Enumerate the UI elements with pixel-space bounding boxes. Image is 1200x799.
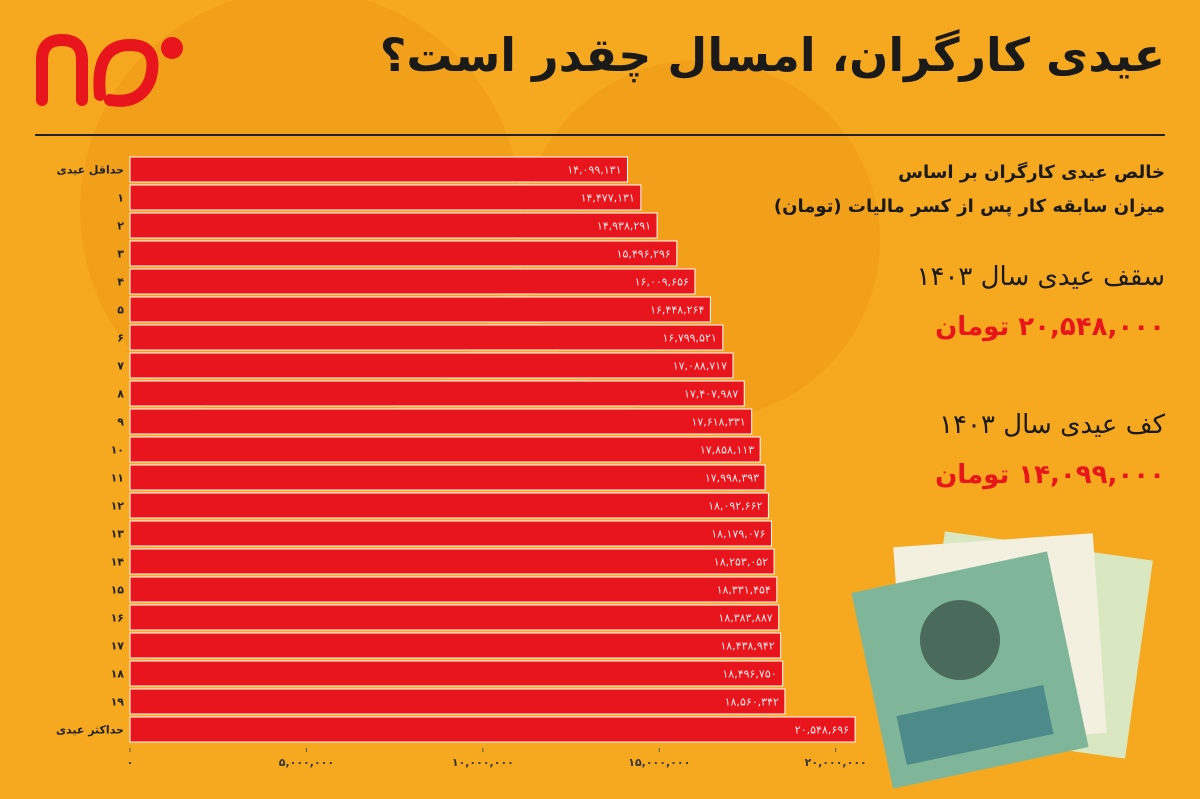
y-tick-label: ۱۶	[111, 612, 124, 625]
bar	[129, 464, 766, 491]
y-tick-label: ۴	[117, 276, 124, 289]
y-tick-label: ۱۹	[111, 696, 125, 709]
x-tick-label: ۱۰,۰۰۰,۰۰۰	[452, 756, 514, 769]
value-label: ۱۸,۲۵۳,۰۵۲	[714, 556, 768, 569]
value-label: ۱۷,۴۰۷,۹۸۷	[684, 388, 738, 401]
y-tick-label: ۱۵	[111, 584, 125, 597]
y-tick-label: ۱۸	[111, 668, 125, 681]
logo	[36, 33, 183, 107]
value-label: ۱۴,۴۷۷,۱۳۱	[581, 192, 635, 205]
x-tick-label: ۲۰,۰۰۰,۰۰۰	[805, 756, 867, 769]
y-tick-label: ۱۱	[111, 472, 124, 485]
value-label: ۱۸,۳۸۳,۸۸۷	[718, 612, 772, 625]
bar	[129, 212, 658, 239]
x-tick-label: ۵,۰۰۰,۰۰۰	[279, 756, 334, 769]
x-tick-label: ۰	[127, 756, 134, 769]
subtitle: میزان سابقه کار پس از کسر مالیات (تومان)	[773, 196, 1165, 217]
bar	[129, 576, 778, 603]
annotation-label: سقف عیدی سال ۱۴۰۳	[916, 262, 1165, 292]
y-tick-label: ۳	[117, 248, 124, 261]
x-tick-label: ۱۵,۰۰۰,۰۰۰	[628, 756, 690, 769]
bar	[129, 268, 696, 295]
annotation-amount: ۱۴,۰۹۹,۰۰۰ تومان	[935, 460, 1165, 490]
bar	[129, 632, 782, 659]
value-label: ۱۴,۰۹۹,۱۳۱	[567, 164, 621, 177]
value-label: ۱۵,۴۹۶,۲۹۶	[617, 248, 671, 261]
value-label: ۱۷,۰۸۸,۷۱۷	[673, 360, 727, 373]
chart-title: عیدی کارگران، امسال چقدر است؟	[379, 28, 1165, 82]
y-tick-label: ۱	[117, 192, 124, 205]
bar	[129, 520, 772, 547]
y-tick-label: حداقل عیدی	[57, 164, 124, 177]
y-tick-label: حداکثر عیدی	[56, 724, 124, 737]
y-tick-label: ۱۲	[111, 500, 125, 513]
value-label: ۱۸,۵۶۰,۳۴۲	[725, 696, 779, 709]
subtitle: خالص عیدی کارگران بر اساس	[898, 162, 1165, 183]
value-label: ۱۸,۳۳۱,۴۵۴	[717, 584, 771, 597]
value-label: ۱۸,۱۷۹,۰۷۶	[711, 528, 765, 541]
y-tick-label: ۹	[117, 416, 124, 429]
value-label: ۱۸,۰۹۲,۶۶۲	[708, 500, 762, 513]
value-label: ۲۰,۵۴۸,۶۹۶	[795, 724, 849, 737]
y-tick-label: ۱۰	[111, 444, 124, 457]
y-tick-label: ۸	[117, 388, 124, 401]
value-label: ۱۷,۸۵۸,۱۱۳	[700, 444, 754, 457]
bar	[129, 184, 642, 211]
bar	[129, 240, 678, 267]
y-tick-label: ۷	[117, 360, 124, 373]
money-image	[851, 531, 1153, 789]
y-tick-label: ۲	[117, 220, 124, 233]
y-tick-label: ۱۳	[111, 528, 125, 541]
bar	[129, 548, 775, 575]
bar	[129, 324, 724, 351]
value-label: ۱۶,۷۹۹,۵۲۱	[663, 332, 717, 345]
annotation-label: کف عیدی سال ۱۴۰۳	[939, 410, 1165, 440]
value-label: ۱۸,۴۳۸,۹۴۲	[720, 640, 774, 653]
y-tick-label: ۶	[117, 332, 124, 345]
bar	[129, 604, 780, 631]
annotation-amount: ۲۰,۵۴۸,۰۰۰ تومان	[935, 312, 1165, 342]
bar	[129, 660, 784, 687]
bar	[129, 688, 786, 715]
bar	[129, 436, 761, 463]
y-tick-label: ۱۴	[111, 556, 125, 569]
value-label: ۱۷,۶۱۸,۳۳۱	[691, 416, 745, 429]
bar	[129, 408, 753, 435]
bar	[129, 296, 711, 323]
y-tick-label: ۱۷	[111, 640, 125, 653]
bar	[129, 716, 856, 743]
value-label: ۱۶,۰۰۹,۶۵۶	[635, 276, 689, 289]
bar	[129, 380, 745, 407]
value-label: ۱۷,۹۹۸,۳۹۳	[705, 472, 759, 485]
value-label: ۱۸,۴۹۶,۷۵۰	[722, 668, 776, 681]
value-label: ۱۶,۴۴۸,۲۶۴	[650, 304, 704, 317]
value-label: ۱۴,۹۳۸,۲۹۱	[597, 220, 651, 233]
bar	[129, 156, 628, 183]
bar	[129, 352, 734, 379]
bar	[129, 492, 769, 519]
y-tick-label: ۵	[117, 304, 124, 317]
